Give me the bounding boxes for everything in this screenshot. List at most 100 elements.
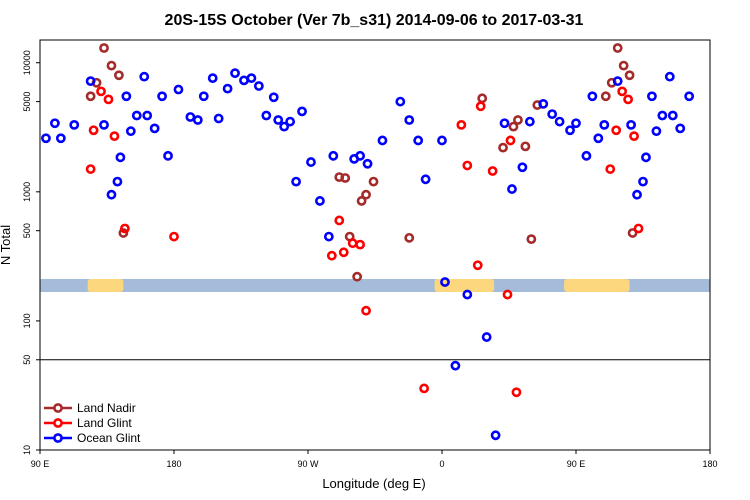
- land-glint-point: [419, 383, 430, 394]
- land-glint-point: [462, 160, 473, 171]
- legend-marker: [53, 418, 63, 428]
- ocean-glint-point: [222, 83, 233, 94]
- chart-title: 20S-15S October (Ver 7b_s31) 2014-09-06 …: [165, 12, 584, 29]
- ocean-glint-point: [112, 176, 123, 187]
- ocean-glint-point: [626, 119, 636, 130]
- land-nadir-point: [361, 189, 371, 200]
- ocean-glint-point: [207, 73, 218, 84]
- land-nadir-point: [106, 60, 117, 71]
- y-tick-label: 50: [22, 355, 32, 365]
- land-glint-point: [511, 387, 522, 398]
- x-tick-label: 90 E: [31, 459, 50, 469]
- land-glint-point: [169, 231, 179, 242]
- ocean-glint-point: [253, 81, 264, 91]
- land-nadir-point: [498, 142, 508, 153]
- ocean-glint-point: [115, 152, 126, 163]
- land-glint-point: [96, 86, 106, 97]
- ocean-glint-point: [291, 176, 301, 187]
- y-tick-label: 100: [22, 313, 32, 328]
- land-glint-point: [623, 94, 634, 105]
- ocean-glint-point: [547, 109, 558, 120]
- surface-strip: [40, 279, 710, 292]
- x-tick-label: 0: [439, 459, 444, 469]
- ocean-glint-point: [612, 76, 623, 87]
- y-tick-label: 5000: [22, 92, 32, 112]
- ocean-glint-point: [593, 133, 604, 144]
- legend-entry: Land Nadir: [44, 401, 136, 415]
- land-nadir-point: [526, 234, 537, 245]
- land-strip-segment: [623, 279, 630, 292]
- ocean-glint-point: [173, 84, 184, 95]
- land-nadir-point: [114, 70, 124, 81]
- ocean-glint-point: [49, 118, 60, 129]
- land-strip-segment: [87, 279, 124, 292]
- ocean-glint-point: [328, 150, 339, 161]
- land-nadir-point: [477, 93, 488, 104]
- y-axis-ticks: 10 50 100 500 1000 5000 10000: [22, 50, 40, 455]
- ocean-glint-point: [163, 150, 173, 161]
- ocean-glint-point: [565, 125, 575, 136]
- ocean-glint-point: [125, 126, 136, 137]
- x-tick-label: 180: [166, 459, 181, 469]
- ocean-glint-point: [55, 133, 66, 144]
- ocean-glint-point: [481, 332, 492, 342]
- ocean-glint-point: [362, 158, 373, 169]
- ocean-glint-point: [323, 231, 334, 242]
- ocean-glint-point: [684, 91, 695, 102]
- ocean-glint-point: [239, 75, 249, 86]
- land-nadir-point: [618, 60, 629, 71]
- land-nadir-point: [356, 196, 367, 206]
- ocean-glint-point: [651, 126, 662, 137]
- land-nadir-point: [627, 228, 638, 238]
- ocean-strip: [40, 279, 710, 292]
- y-tick-label: 500: [22, 223, 32, 238]
- ocean-glint-point: [524, 116, 535, 127]
- ocean-glint-point: [437, 135, 447, 146]
- ocean-glint-point: [420, 174, 431, 185]
- ocean-glint-point: [149, 123, 160, 134]
- land-glint-point: [605, 164, 616, 174]
- ocean-glint-point: [268, 92, 279, 103]
- ocean-glint-point: [395, 96, 406, 107]
- ocean-glint-point: [85, 76, 96, 87]
- ocean-glint-point: [106, 189, 117, 200]
- ocean-glint-point: [306, 157, 316, 167]
- land-glint-point: [334, 215, 345, 226]
- land-glint-point: [119, 223, 130, 234]
- x-tick-label: 90 E: [567, 459, 586, 469]
- land-glint-point: [611, 125, 622, 136]
- land-glint-point: [475, 101, 486, 112]
- ocean-glint-point: [587, 91, 598, 102]
- ocean-glint-point: [638, 176, 648, 187]
- ocean-glint-point: [657, 110, 668, 121]
- ocean-glint-point: [450, 360, 461, 371]
- land-glint-point: [109, 131, 120, 142]
- ocean-glint-point: [273, 115, 284, 125]
- ocean-glint-point: [142, 110, 153, 121]
- legend-label: Ocean Glint: [77, 431, 141, 445]
- land-glint-point: [347, 238, 358, 249]
- ocean-glint-point: [440, 277, 450, 287]
- land-glint-point: [103, 94, 114, 105]
- land-nadir-point: [508, 121, 519, 132]
- ocean-glint-point: [571, 118, 581, 129]
- x-axis-label: Longitude (deg E): [322, 476, 425, 491]
- ocean-glint-point: [507, 184, 517, 194]
- ocean-glint-point: [647, 91, 657, 102]
- land-glint-point: [88, 125, 99, 136]
- ocean-glint-point: [139, 71, 150, 82]
- ocean-glint-point: [517, 162, 528, 173]
- land-glint-point: [505, 135, 516, 146]
- land-nadir-point: [85, 91, 96, 102]
- ocean-glint-point: [121, 91, 132, 102]
- ocean-glint-point: [581, 150, 592, 161]
- ocean-glint-point: [554, 116, 565, 127]
- ocean-glint-point: [667, 110, 678, 121]
- x-axis-ticks: 90 E 180 90 W 0 90 E 180: [31, 450, 718, 469]
- land-glint-point: [355, 239, 366, 250]
- land-nadir-point: [513, 115, 523, 125]
- land-nadir-point: [520, 141, 531, 152]
- ocean-glint-point: [285, 116, 296, 127]
